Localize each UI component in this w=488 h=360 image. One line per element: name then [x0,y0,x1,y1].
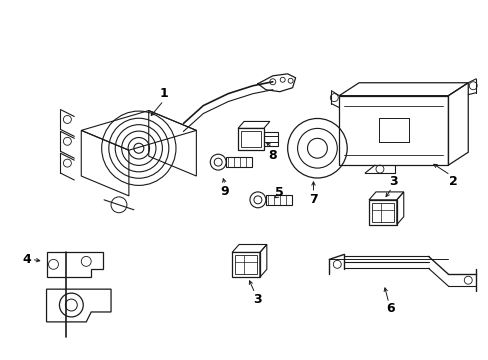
Bar [371,203,393,222]
Bar [235,255,256,274]
Text: 9: 9 [221,185,229,198]
Bar [241,131,260,147]
Text: 2: 2 [448,175,457,189]
Bar [238,129,264,150]
Bar [368,200,396,225]
Text: 3: 3 [253,293,262,306]
Text: 1: 1 [159,87,168,100]
Text: 6: 6 [386,302,394,315]
Bar [265,195,291,205]
Text: 3: 3 [389,175,397,189]
Text: 7: 7 [308,193,317,206]
Text: 5: 5 [275,186,284,199]
Text: 4: 4 [22,253,31,266]
Text: 8: 8 [268,149,277,162]
Bar [264,132,277,146]
Bar [232,252,259,277]
Bar [225,157,251,167]
